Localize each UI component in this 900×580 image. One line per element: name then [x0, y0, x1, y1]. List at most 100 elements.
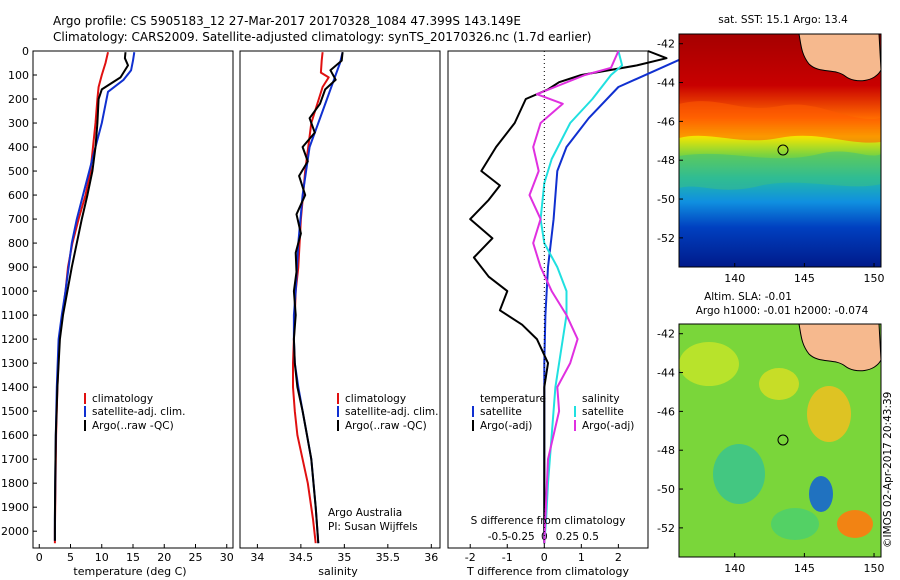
sla-map-frame — [678, 323, 882, 558]
y-tick-label: 1600 — [1, 429, 29, 442]
credit-text: Argo Australia — [328, 507, 402, 519]
salinity-plot-frame — [239, 50, 441, 549]
map-x-tick-label: 150 — [864, 562, 885, 575]
legend-label-argo: Argo(..raw -QC) — [92, 420, 174, 432]
salinity-lines — [292, 51, 344, 544]
sla-map-title1: Altim. SLA: -0.01 — [704, 291, 792, 303]
y-tick-label: 2000 — [1, 525, 29, 538]
map-y-tick-label: -52 — [657, 522, 675, 535]
sla-anomaly — [807, 386, 851, 442]
map-y-tick-label: -48 — [657, 444, 675, 457]
map-x-tick-label: 140 — [724, 562, 745, 575]
temperature-axis: 0 5 10 15 20 25 30 — [36, 544, 234, 564]
y-tick-label: 1500 — [1, 405, 29, 418]
x-tick-label: 34.5 — [289, 551, 314, 564]
legend-label-climatology: climatology — [345, 393, 406, 405]
figure-title-line1: Argo profile: CS 5905183_12 27-Mar-2017 … — [53, 14, 521, 28]
map-y-tick-label: -42 — [657, 38, 675, 51]
y-tick-label: 1300 — [1, 357, 29, 370]
sst-front-cool — [679, 151, 881, 190]
map-y-tick-label: -46 — [657, 405, 675, 418]
y-tick-label: 1800 — [1, 477, 29, 490]
legend-label-climatology: climatology — [92, 393, 153, 405]
legend-title-salinity: salinity — [582, 393, 620, 405]
map-y-tick-label: -52 — [657, 232, 675, 245]
x-tick-label: 10 — [95, 551, 109, 564]
series-line-argo-s — [528, 50, 620, 544]
sla-map-title2: Argo h1000: -0.01 h2000: -0.074 — [696, 305, 869, 317]
difference-legend: temperature salinity satellite Argo(-adj… — [472, 393, 634, 432]
y-tick-label: 1000 — [1, 285, 29, 298]
sla-anomaly — [679, 342, 739, 386]
y-tick-label: 1700 — [1, 453, 29, 466]
x-tick-label: 0 — [541, 551, 548, 564]
x-tick-label: 34 — [250, 551, 264, 564]
legend-label-s-satellite: satellite — [582, 406, 624, 418]
imos-timestamp: ©IMOS 02-Apr-2017 20:43:39 — [882, 392, 894, 548]
y-tick-label: 1100 — [1, 309, 29, 322]
series-line-argo — [292, 52, 344, 544]
temperature-panel: 0100200300400500600700800900100011001200… — [1, 45, 234, 578]
map-x-tick-label: 140 — [724, 272, 745, 285]
y-tick-label: 300 — [8, 117, 29, 130]
t-difference-axis: -2 -1 0 1 2 — [465, 544, 622, 564]
x-tick-label: -1 — [502, 551, 513, 564]
sst-front — [679, 101, 881, 143]
sla-anomaly — [759, 368, 799, 400]
x-tick-label: 35 — [337, 551, 351, 564]
temperature-legend: climatology satellite-adj. clim. Argo(..… — [84, 393, 185, 432]
sst-map-title: sat. SST: 15.1 Argo: 13.4 — [718, 14, 848, 26]
map-y-tick-label: -48 — [657, 154, 675, 167]
temperature-lines — [53, 51, 136, 544]
sla-anomaly — [837, 510, 873, 538]
sla-map-panel: Altim. SLA: -0.01 Argo h1000: -0.01 h200… — [657, 291, 885, 575]
x-tick-label: 2 — [615, 551, 622, 564]
y-tick-label: 400 — [8, 141, 29, 154]
map-y-tick-label: -44 — [657, 77, 675, 90]
salinity-panel: 34 34.5 35 35.5 36 climatology satellite-adj… — [239, 50, 441, 578]
y-tick-label: 200 — [8, 93, 29, 106]
legend-label-t-satellite: satellite — [480, 406, 522, 418]
sla-anomaly — [809, 476, 833, 512]
y-tick-label: 1200 — [1, 333, 29, 346]
s-tick-label: -0.25 — [508, 531, 535, 543]
sla-anomaly — [713, 444, 765, 504]
x-tick-label: 30 — [220, 551, 234, 564]
legend-label-s-argo: Argo(-adj) — [582, 420, 634, 432]
pi-text: PI: Susan Wijffels — [328, 521, 418, 533]
x-tick-label: 0 — [36, 551, 43, 564]
map-x-tick-label: 150 — [864, 272, 885, 285]
s-difference-label: S difference from climatology — [471, 515, 626, 527]
difference-panel: -2 -1 0 1 2 -0.5 -0.25 0 0.25 0.5 temperature sa… — [447, 50, 701, 578]
s-tick-label: -0.5 — [488, 531, 509, 543]
legend-label-satellite: satellite-adj. clim. — [345, 406, 438, 418]
sla-map-axes: 140 145 150 -42 -44 -46 -48 -50 -52 — [657, 328, 885, 575]
y-tick-label: 100 — [8, 69, 29, 82]
y-tick-label: 600 — [8, 189, 29, 202]
s-tick-label: 0.5 — [582, 531, 599, 543]
map-y-tick-label: -42 — [657, 328, 675, 341]
sst-map-plot — [679, 34, 881, 267]
temperature-plot-frame — [32, 50, 234, 549]
y-tick-label: 0 — [22, 45, 29, 58]
x-tick-label: 1 — [578, 551, 585, 564]
legend-label-satellite: satellite-adj. clim. — [92, 406, 185, 418]
tasmania-landmass — [798, 34, 881, 82]
t-difference-xlabel: T difference from climatology — [466, 565, 629, 578]
y-tick-label: 1400 — [1, 381, 29, 394]
y-tick-label: 500 — [8, 165, 29, 178]
tasmania-landmass — [798, 324, 881, 372]
x-tick-label: 36 — [424, 551, 438, 564]
map-y-tick-label: -44 — [657, 367, 675, 380]
difference-lines — [469, 50, 701, 548]
legend-title-temperature: temperature — [480, 393, 546, 405]
figure-title-line2: Climatology: CARS2009. Satellite-adjuste… — [53, 30, 591, 44]
salinity-axis: 34 34.5 35 35.5 36 — [250, 544, 438, 564]
y-tick-label: 800 — [8, 237, 29, 250]
x-tick-label: 15 — [126, 551, 140, 564]
map-y-tick-label: -50 — [657, 483, 675, 496]
legend-label-argo: Argo(..raw -QC) — [345, 420, 427, 432]
series-line-argo — [53, 52, 129, 541]
x-tick-label: 25 — [189, 551, 203, 564]
x-tick-label: -2 — [465, 551, 476, 564]
